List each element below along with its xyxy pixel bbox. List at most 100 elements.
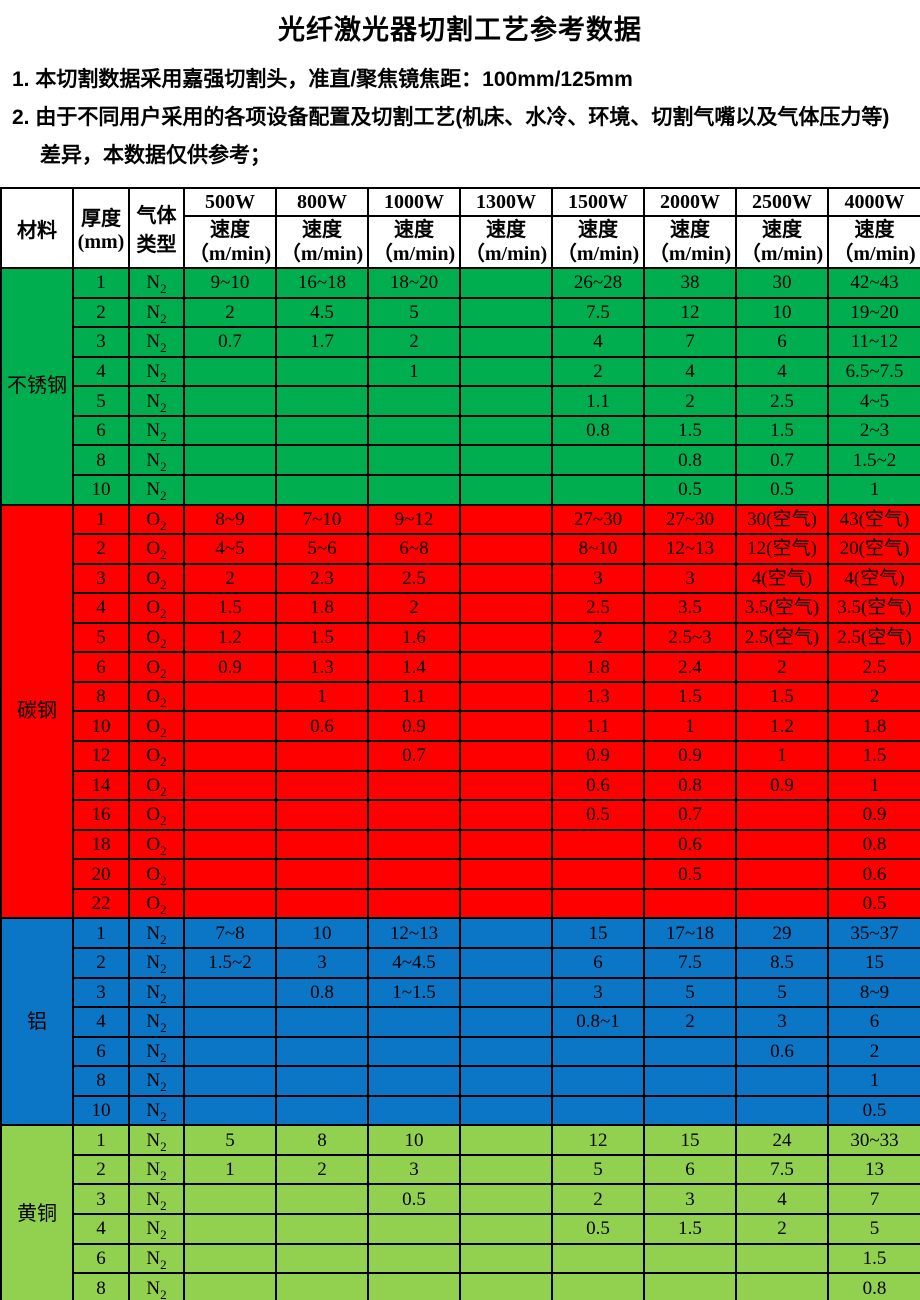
header-speed-800w: 速度 （m/min) xyxy=(275,215,369,269)
speed-cell-2000w: 6 xyxy=(643,1153,737,1186)
speed-cell-1000w xyxy=(367,1035,461,1068)
header-power-1000w: 1000W xyxy=(367,187,461,217)
speed-cell-1500w: 1.1 xyxy=(551,385,645,417)
speed-cell-2500w: 0.7 xyxy=(735,444,829,476)
speed-cell-4000w: 1.5 xyxy=(827,1242,920,1275)
speed-cell-2500w: 30(空气) xyxy=(735,503,829,536)
thickness-cell: 18 xyxy=(72,828,130,861)
row-brass-3mm: 3 N2 0.5 2 3 4 7 xyxy=(1,1183,920,1215)
thickness-cell: 4 xyxy=(72,1213,130,1245)
speed-cell-1300w xyxy=(459,1124,553,1156)
speed-cell-2000w: 0.8 xyxy=(643,769,737,802)
row-stainless-steel-3mm: 3 N2 0.7 1.7 2 4 7 6 11~12 xyxy=(1,326,920,358)
speed-cell-1500w xyxy=(551,473,645,506)
thickness-cell: 10 xyxy=(72,473,130,506)
speed-cell-2500w: 4(空气) xyxy=(735,562,829,595)
speed-cell-500w xyxy=(183,887,277,920)
speed-cell-800w xyxy=(275,1094,369,1127)
row-carbon-steel-5mm: 5 O2 1.2 1.5 1.6 2 2.5~3 2.5(空气) 2.5(空气) xyxy=(1,621,920,654)
speed-cell-1000w: 0.9 xyxy=(367,710,461,742)
speed-cell-2500w: 7.5 xyxy=(735,1153,829,1186)
speed-cell-1300w xyxy=(459,1065,553,1097)
speed-cell-2000w xyxy=(643,1035,737,1068)
speed-cell-2500w xyxy=(735,799,829,831)
row-brass-6mm: 6 N2 1.5 xyxy=(1,1242,920,1275)
gas-cell: O2 xyxy=(128,503,185,536)
speed-cell-500w: 2 xyxy=(183,562,277,595)
speed-cell-800w: 4.5 xyxy=(275,296,369,329)
speed-cell-4000w: 7 xyxy=(827,1183,920,1215)
header-speed-4000w: 速度 （m/min) xyxy=(827,215,920,269)
speed-cell-4000w: 2~3 xyxy=(827,414,920,447)
header-power-2000w: 2000W xyxy=(643,187,737,217)
speed-cell-2500w: 10 xyxy=(735,296,829,329)
speed-cell-800w xyxy=(275,1065,369,1097)
speed-cell-1000w: 1.1 xyxy=(367,680,461,713)
speed-cell-500w: 2 xyxy=(183,296,277,329)
row-stainless-steel-4mm: 4 N2 1 2 4 4 6.5~7.5 xyxy=(1,355,920,388)
header-speed-2000w: 速度 （m/min) xyxy=(643,215,737,269)
speed-cell-800w: 3 xyxy=(275,946,369,979)
gas-cell: O2 xyxy=(128,887,185,920)
speed-cell-4000w: 1 xyxy=(827,769,920,802)
row-stainless-steel-1mm: 不锈钢 1 N2 9~10 16~18 18~20 26~28 38 30 42~43 xyxy=(0,267,920,506)
speed-cell-800w: 1.7 xyxy=(275,326,369,358)
speed-cell-2000w xyxy=(643,887,737,920)
gas-cell: N2 xyxy=(128,1153,185,1186)
speed-cell-1000w: 2.5 xyxy=(367,562,461,595)
speed-cell-1500w xyxy=(551,1065,645,1097)
speed-cell-800w xyxy=(275,769,369,802)
speed-cell-1300w xyxy=(459,621,553,654)
speed-cell-1300w xyxy=(459,533,553,565)
speed-cell-500w: 1.5 xyxy=(183,592,277,624)
speed-cell-500w: 0.9 xyxy=(183,651,277,683)
speed-cell-800w xyxy=(275,858,369,890)
material-label-brass: 黄铜 xyxy=(0,1124,74,1300)
note-cutting-head: 1. 本切割数据采用嘉强切割头，准直/聚焦镜焦距：100mm/125mm xyxy=(12,68,633,91)
speed-cell-2000w xyxy=(643,1094,737,1127)
speed-cell-1000w: 4~4.5 xyxy=(367,946,461,979)
speed-cell-4000w: 30~33 xyxy=(827,1124,920,1156)
row-carbon-steel-16mm: 16 O2 0.5 0.7 0.9 xyxy=(1,799,920,831)
thickness-cell: 6 xyxy=(72,414,130,447)
speed-cell-1000w: 0.7 xyxy=(367,740,461,772)
speed-cell-1000w xyxy=(367,769,461,802)
speed-cell-1300w xyxy=(459,1242,553,1275)
speed-cell-1300w xyxy=(459,769,553,802)
speed-cell-1300w xyxy=(459,858,553,890)
gas-cell: N2 xyxy=(128,917,185,949)
speed-cell-1500w xyxy=(551,858,645,890)
speed-cell-2000w: 3 xyxy=(643,562,737,595)
speed-cell-1000w xyxy=(367,1094,461,1127)
speed-cell-500w: 1 xyxy=(183,1153,277,1186)
speed-cell-800w: 10 xyxy=(275,917,369,949)
speed-cell-2500w xyxy=(735,1065,829,1097)
speed-cell-2000w: 0.7 xyxy=(643,799,737,831)
speed-cell-500w xyxy=(183,858,277,890)
speed-cell-2000w: 0.8 xyxy=(643,444,737,476)
thickness-cell: 3 xyxy=(72,1183,130,1215)
gas-cell: O2 xyxy=(128,562,185,595)
speed-cell-4000w: 11~12 xyxy=(827,326,920,358)
speed-cell-500w: 1.2 xyxy=(183,621,277,654)
thickness-cell: 2 xyxy=(72,296,130,329)
thickness-cell: 2 xyxy=(72,533,130,565)
speed-cell-2000w: 1 xyxy=(643,710,737,742)
speed-cell-4000w: 20(空气) xyxy=(827,533,920,565)
speed-cell-1000w xyxy=(367,414,461,447)
thickness-cell: 2 xyxy=(72,1153,130,1186)
speed-cell-1500w: 0.8~1 xyxy=(551,1006,645,1038)
speed-cell-2000w: 2 xyxy=(643,1006,737,1038)
speed-cell-1500w: 2 xyxy=(551,1183,645,1215)
gas-cell: O2 xyxy=(128,680,185,713)
thickness-cell: 4 xyxy=(72,592,130,624)
speed-cell-1000w xyxy=(367,1272,461,1300)
row-aluminum-4mm: 4 N2 0.8~1 2 3 6 xyxy=(1,1006,920,1038)
speed-cell-4000w: 13 xyxy=(827,1153,920,1186)
speed-cell-4000w: 5 xyxy=(827,1213,920,1245)
row-carbon-steel-12mm: 12 O2 0.7 0.9 0.9 1 1.5 xyxy=(1,740,920,772)
speed-cell-1500w: 0.5 xyxy=(551,1213,645,1245)
thickness-cell: 1 xyxy=(72,1124,130,1156)
speed-cell-500w: 4~5 xyxy=(183,533,277,565)
speed-cell-800w xyxy=(275,887,369,920)
